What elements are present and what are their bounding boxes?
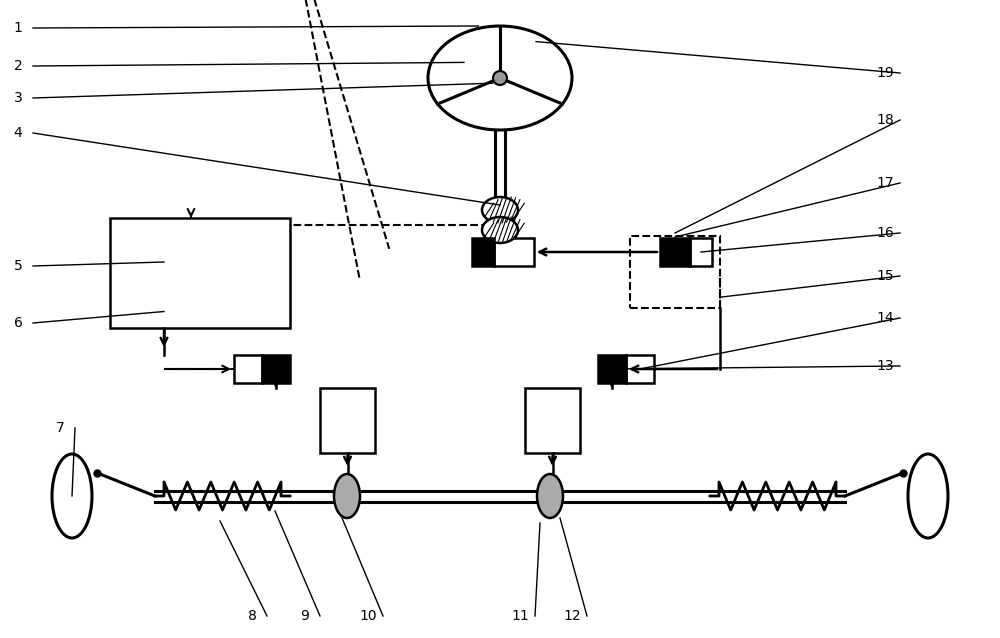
Text: 9: 9 (301, 609, 309, 623)
Ellipse shape (482, 197, 518, 223)
Text: 3: 3 (14, 91, 22, 105)
Bar (630, 236, 720, 308)
Text: 19: 19 (876, 66, 894, 80)
Text: 1: 1 (14, 21, 22, 35)
Text: 16: 16 (876, 226, 894, 240)
Bar (660, 238, 690, 266)
Bar (525, 388, 580, 453)
Text: 6: 6 (14, 316, 22, 330)
Bar (494, 238, 534, 266)
Text: 2: 2 (14, 59, 22, 73)
Bar (626, 355, 654, 383)
Bar (262, 355, 290, 383)
Ellipse shape (334, 474, 360, 518)
Text: 11: 11 (511, 609, 529, 623)
Text: 13: 13 (876, 359, 894, 373)
Text: 15: 15 (876, 269, 894, 283)
Bar (320, 388, 375, 453)
Bar (110, 218, 290, 328)
Circle shape (493, 71, 507, 85)
Bar (472, 238, 494, 266)
Ellipse shape (537, 474, 563, 518)
Text: 14: 14 (876, 311, 894, 325)
Ellipse shape (908, 454, 948, 538)
Bar (598, 355, 626, 383)
Text: 18: 18 (876, 113, 894, 127)
Text: 4: 4 (14, 126, 22, 140)
Bar (234, 355, 262, 383)
Text: 5: 5 (14, 259, 22, 273)
Text: 12: 12 (563, 609, 581, 623)
Ellipse shape (52, 454, 92, 538)
Text: 10: 10 (359, 609, 377, 623)
Text: 7: 7 (56, 421, 64, 435)
Bar (690, 238, 712, 266)
Ellipse shape (428, 26, 572, 130)
Ellipse shape (482, 217, 518, 243)
Text: 8: 8 (248, 609, 256, 623)
Text: 17: 17 (876, 176, 894, 190)
